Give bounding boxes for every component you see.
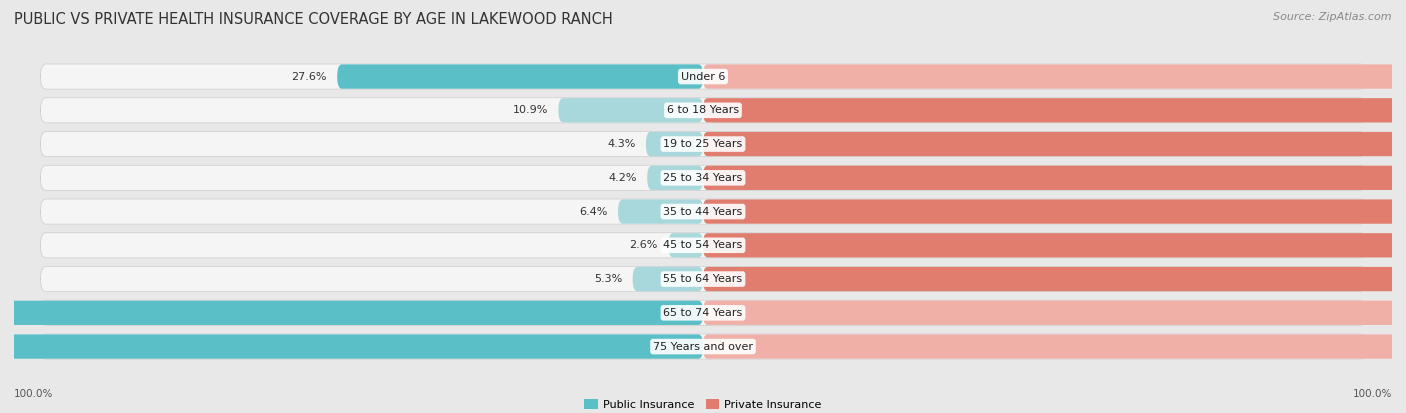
FancyBboxPatch shape <box>41 131 1365 157</box>
FancyBboxPatch shape <box>703 233 1406 257</box>
Text: 6.4%: 6.4% <box>579 206 607 216</box>
FancyBboxPatch shape <box>703 132 1406 156</box>
FancyBboxPatch shape <box>703 335 1406 359</box>
FancyBboxPatch shape <box>633 267 703 291</box>
Text: 65 to 74 Years: 65 to 74 Years <box>664 308 742 318</box>
FancyBboxPatch shape <box>703 267 1406 291</box>
FancyBboxPatch shape <box>703 199 1406 224</box>
FancyBboxPatch shape <box>41 233 1365 258</box>
FancyBboxPatch shape <box>645 132 703 156</box>
Text: 100.0%: 100.0% <box>14 389 53 399</box>
FancyBboxPatch shape <box>337 64 703 89</box>
Text: 5.3%: 5.3% <box>593 274 623 284</box>
Text: 25 to 34 Years: 25 to 34 Years <box>664 173 742 183</box>
Text: Under 6: Under 6 <box>681 71 725 81</box>
FancyBboxPatch shape <box>703 64 1406 89</box>
FancyBboxPatch shape <box>703 98 1406 123</box>
Text: 4.3%: 4.3% <box>607 139 636 149</box>
FancyBboxPatch shape <box>0 335 703 359</box>
FancyBboxPatch shape <box>41 334 1365 359</box>
Text: 35 to 44 Years: 35 to 44 Years <box>664 206 742 216</box>
Text: Source: ZipAtlas.com: Source: ZipAtlas.com <box>1274 12 1392 22</box>
FancyBboxPatch shape <box>558 98 703 123</box>
FancyBboxPatch shape <box>619 199 703 224</box>
FancyBboxPatch shape <box>41 98 1365 123</box>
FancyBboxPatch shape <box>41 199 1365 224</box>
FancyBboxPatch shape <box>647 166 703 190</box>
Text: 100.0%: 100.0% <box>1353 389 1392 399</box>
Text: 75 Years and over: 75 Years and over <box>652 342 754 351</box>
Legend: Public Insurance, Private Insurance: Public Insurance, Private Insurance <box>579 395 827 413</box>
Text: 57.3%: 57.3% <box>1405 308 1406 318</box>
FancyBboxPatch shape <box>703 166 1406 190</box>
FancyBboxPatch shape <box>41 165 1365 190</box>
Text: 2.6%: 2.6% <box>630 240 658 250</box>
Text: 45 to 54 Years: 45 to 54 Years <box>664 240 742 250</box>
Text: 4.2%: 4.2% <box>609 173 637 183</box>
Text: PUBLIC VS PRIVATE HEALTH INSURANCE COVERAGE BY AGE IN LAKEWOOD RANCH: PUBLIC VS PRIVATE HEALTH INSURANCE COVER… <box>14 12 613 27</box>
FancyBboxPatch shape <box>703 301 1406 325</box>
FancyBboxPatch shape <box>41 64 1365 89</box>
Text: 55 to 64 Years: 55 to 64 Years <box>664 274 742 284</box>
Text: 6 to 18 Years: 6 to 18 Years <box>666 105 740 115</box>
FancyBboxPatch shape <box>668 233 703 257</box>
FancyBboxPatch shape <box>41 266 1365 292</box>
FancyBboxPatch shape <box>0 301 703 325</box>
Text: 27.6%: 27.6% <box>291 71 326 81</box>
FancyBboxPatch shape <box>41 300 1365 325</box>
Text: 19 to 25 Years: 19 to 25 Years <box>664 139 742 149</box>
Text: 10.9%: 10.9% <box>513 105 548 115</box>
